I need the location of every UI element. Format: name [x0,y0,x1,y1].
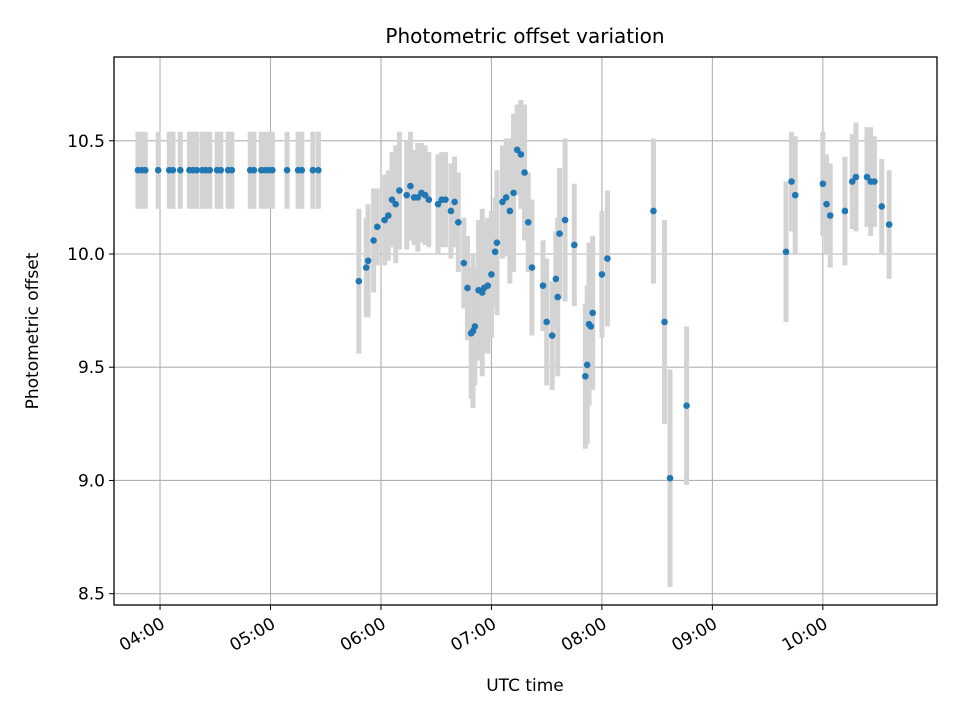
data-point [434,200,442,208]
data-point [885,221,893,228]
data-point [871,178,878,185]
data-point [683,402,690,410]
data-point [464,284,471,292]
data-point [548,332,556,339]
data-point [506,207,514,215]
y-tick-label: 10.5 [67,132,105,152]
data-point [583,361,591,369]
data-point [228,166,236,174]
data-point [315,166,322,174]
data-point [543,318,550,326]
data-point [826,212,834,219]
data-point [819,180,827,188]
data-point [421,191,429,199]
grid [114,57,937,605]
data-point [589,309,597,317]
data-point [176,166,184,174]
data-point [513,146,521,154]
data-point [364,257,372,265]
data-point [298,166,306,174]
data-point [582,372,589,380]
data-point [863,173,871,181]
data-point [471,323,479,330]
data-points [134,146,893,482]
data-point [309,166,317,174]
data-point [206,166,214,174]
y-axis-label: Photometric offset [23,252,43,409]
data-point [499,198,506,206]
data-point [823,200,830,208]
data-point [570,241,578,249]
data-point [517,151,525,158]
data-point [521,169,528,176]
data-point [169,166,177,174]
data-point [661,318,668,326]
data-point [217,166,225,174]
data-point [381,216,388,224]
data-point [269,166,276,174]
data-point [788,178,795,185]
data-point [556,230,563,237]
data-point [447,207,455,215]
data-point [878,203,886,210]
data-point [587,323,595,330]
data-point [141,166,149,174]
data-point [791,191,799,199]
data-point [782,248,790,256]
data-point [407,182,414,190]
y-axis: 8.5 9.0 9.5 10.0 10.5 [67,132,114,605]
data-point [193,166,201,174]
x-axis-label: UTC time [486,676,564,696]
data-point [388,196,396,203]
data-point [385,212,392,219]
data-point [491,248,499,256]
data-point [598,271,606,278]
data-point [442,196,449,203]
data-point [396,187,403,194]
y-tick-label: 9.5 [78,358,105,378]
data-point [362,264,370,271]
data-point [403,191,411,199]
y-tick-label: 9.0 [78,471,105,491]
data-point [484,282,492,290]
data-point [373,223,381,231]
data-point [451,198,458,206]
data-point [552,275,560,283]
data-point [154,166,162,174]
data-point [554,293,562,301]
data-point [454,219,462,226]
plot-frame [113,56,938,606]
data-point [524,219,532,226]
data-point [493,239,501,246]
data-point [392,200,399,208]
data-point [502,194,510,201]
data-point [561,216,569,224]
data-point [539,282,547,290]
data-point [650,207,657,215]
data-point [510,189,517,197]
data-point [849,178,856,185]
data-point [488,271,495,278]
data-point [841,207,849,215]
data-point [283,166,291,174]
data-point [852,173,860,181]
chart-title: Photometric offset variation [385,24,664,48]
data-point [370,237,377,244]
data-point [666,474,674,482]
data-point [425,196,433,203]
data-point [528,264,536,271]
data-point [414,194,422,201]
y-tick-label: 10.0 [67,245,105,265]
data-point [460,259,468,267]
y-tick-label: 8.5 [78,585,105,605]
data-point [250,166,258,174]
data-point [355,277,363,285]
data-point [604,255,611,262]
